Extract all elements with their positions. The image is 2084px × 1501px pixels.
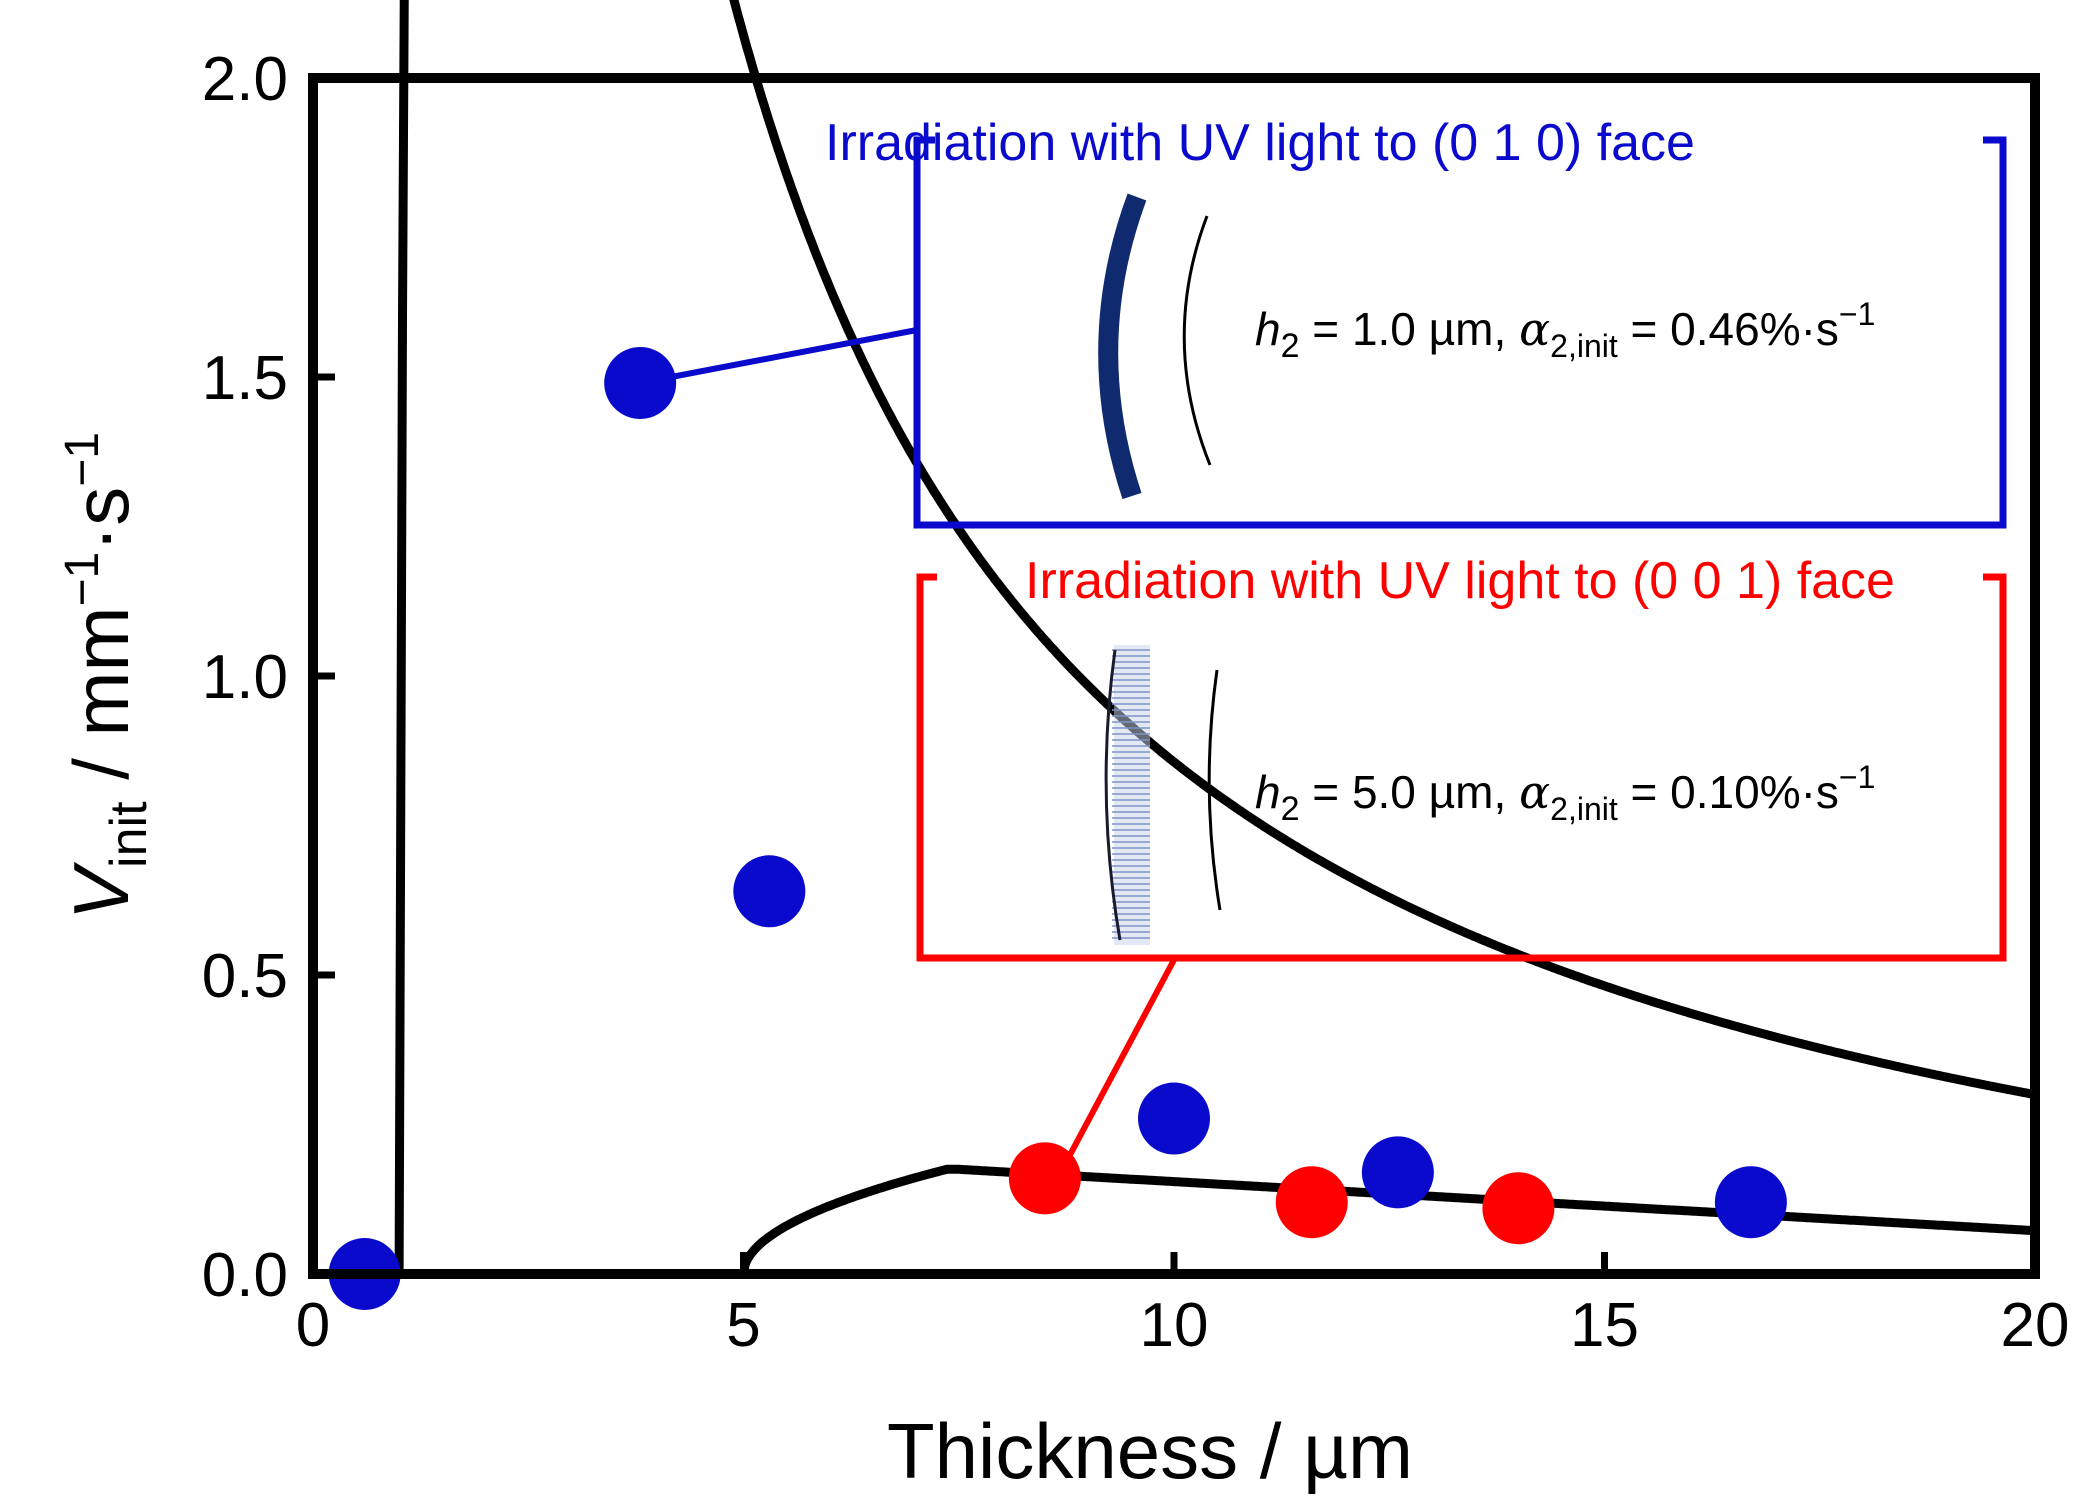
inset-010-frame bbox=[913, 136, 2007, 529]
data-point-010-4 bbox=[1361, 1136, 1434, 1209]
data-point-010-5 bbox=[1714, 1166, 1787, 1239]
inset-001-title: Irradiation with UV light to (0 0 1) fac… bbox=[1025, 552, 1895, 610]
inset-010-bent-crystal-thick bbox=[1098, 193, 1147, 500]
data-point-001-1 bbox=[1275, 1166, 1348, 1239]
x-tick-label-15: 15 bbox=[1570, 1291, 1639, 1360]
x-axis-title: Thickness / µm bbox=[887, 1407, 1413, 1495]
y-tick-label-1.5: 1.5 bbox=[202, 344, 288, 413]
data-point-001-2 bbox=[1482, 1172, 1555, 1245]
x-tick-label-0: 0 bbox=[296, 1291, 330, 1360]
data-point-001-0 bbox=[1008, 1142, 1081, 1215]
inset-010: Irradiation with UV light to (0 1 0) fac… bbox=[639, 114, 2007, 529]
y-axis-title: Vinit / mm−1·s−1 bbox=[56, 432, 158, 920]
inset-010-equation: h2 = 1.0 µm, α2,init = 0.46%·s−1 bbox=[1255, 296, 1875, 365]
inset-001: Irradiation with UV light to (0 0 1) fac… bbox=[916, 552, 2007, 1185]
y-tick-label-0.5: 0.5 bbox=[202, 942, 288, 1011]
data-point-010-1 bbox=[604, 346, 677, 419]
x-tick-label-5: 5 bbox=[726, 1291, 760, 1360]
inset-001-hatched-crystal bbox=[1104, 645, 1150, 945]
inset-001-frame bbox=[916, 573, 2007, 962]
inset-010-leader-line bbox=[639, 327, 918, 386]
data-point-010-3 bbox=[1138, 1082, 1210, 1155]
data-point-010-2 bbox=[733, 855, 806, 928]
y-tick-label-0.0: 0.0 bbox=[202, 1241, 288, 1310]
inset-001-bent-crystal-thin bbox=[1207, 669, 1222, 911]
x-tick-label-10: 10 bbox=[1140, 1291, 1209, 1360]
inset-010-bent-crystal-thin bbox=[1182, 215, 1212, 466]
inset-001-equation: h2 = 5.0 µm, α2,init = 0.10%·s−1 bbox=[1255, 759, 1875, 828]
inset-010-title: Irradiation with UV light to (0 1 0) fac… bbox=[825, 114, 1695, 172]
y-tick-label-1.0: 1.0 bbox=[202, 643, 288, 712]
fit-curve-010 bbox=[394, 0, 2036, 1275]
y-tick-label-2.0: 2.0 bbox=[202, 45, 288, 114]
inset-001-leader-line bbox=[1052, 956, 1178, 1185]
x-tick-label-20: 20 bbox=[2001, 1291, 2070, 1360]
